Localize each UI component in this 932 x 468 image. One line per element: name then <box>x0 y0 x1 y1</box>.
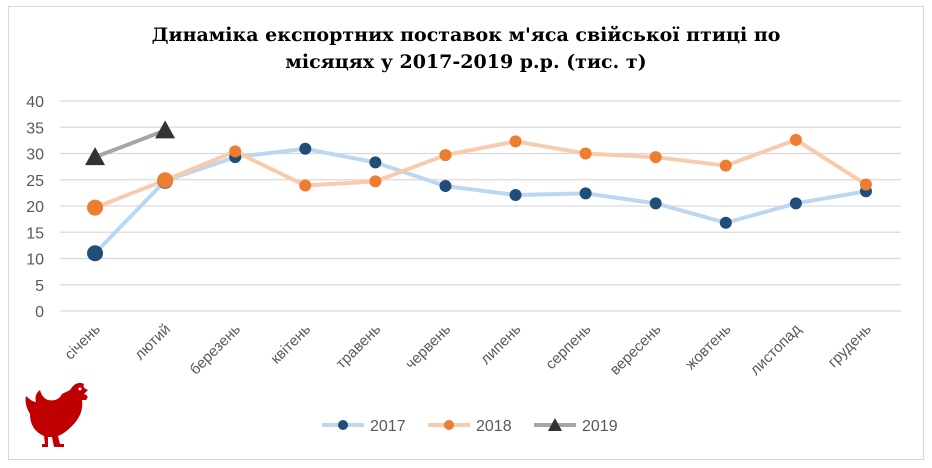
data-point-2017 <box>87 245 104 262</box>
legend-label: 2018 <box>476 418 512 435</box>
chart-frame <box>8 6 924 460</box>
y-tick-label: 25 <box>26 173 44 190</box>
legend-marker <box>338 420 348 430</box>
data-point-2018 <box>369 175 382 188</box>
x-tick-label: травень <box>333 321 385 373</box>
x-tick-label: березень <box>187 321 245 379</box>
rooster-icon <box>25 382 88 447</box>
data-point-2018 <box>789 133 802 146</box>
data-point-2018 <box>439 149 452 162</box>
data-point-2019 <box>155 120 176 139</box>
y-tick-label: 5 <box>35 278 44 295</box>
legend-marker <box>444 420 454 430</box>
series-line-2017 <box>93 146 867 255</box>
y-tick-label: 20 <box>26 199 44 216</box>
x-tick-label: квітень <box>267 321 314 368</box>
y-tick-label: 10 <box>26 252 44 269</box>
legend-marker <box>548 418 562 431</box>
legend-label: 2017 <box>370 418 406 435</box>
data-point-2018 <box>649 151 662 164</box>
data-point-2017 <box>649 197 662 210</box>
series-line-2019 <box>94 128 166 160</box>
chart-title-line-2: місяцях у 2017-2019 р.р. (тис. т) <box>285 51 647 73</box>
data-point-2018 <box>87 199 104 216</box>
data-point-2019 <box>85 147 106 166</box>
series-line-2018 <box>94 137 868 210</box>
data-point-2017 <box>299 142 312 155</box>
x-tick-label: січень <box>61 321 104 364</box>
y-tick-label: 40 <box>26 94 44 111</box>
y-tick-label: 15 <box>26 225 44 242</box>
data-point-2017 <box>579 187 592 200</box>
x-tick-label: грудень <box>825 321 875 371</box>
data-point-2018 <box>299 179 312 192</box>
y-tick-label: 30 <box>26 147 44 164</box>
data-point-2018 <box>859 178 872 191</box>
x-tick-label: вересень <box>607 321 665 379</box>
x-tick-label: листопад <box>747 321 805 379</box>
x-tick-label: липень <box>477 321 524 368</box>
data-point-2017 <box>369 156 382 169</box>
x-tick-label: червень <box>402 321 454 373</box>
data-point-2018 <box>719 159 732 172</box>
x-tick-label: жовтень <box>682 321 735 374</box>
data-point-2017 <box>789 197 802 210</box>
data-point-2018 <box>579 147 592 160</box>
y-tick-label: 0 <box>35 304 44 321</box>
chart-title: Динаміка експортних поставок м'яса свійс… <box>0 22 932 76</box>
y-tick-label: 35 <box>26 120 44 137</box>
data-point-2017 <box>509 188 522 201</box>
x-tick-label: серпень <box>542 321 594 373</box>
data-point-2018 <box>509 135 522 148</box>
data-point-2018 <box>229 145 242 158</box>
data-point-2018 <box>157 172 174 189</box>
data-point-2017 <box>719 216 732 229</box>
data-point-2017 <box>439 180 452 193</box>
x-tick-label: лютий <box>131 321 174 364</box>
chart-title-line-1: Динаміка експортних поставок м'яса свійс… <box>151 24 781 46</box>
legend-label: 2019 <box>582 418 618 435</box>
